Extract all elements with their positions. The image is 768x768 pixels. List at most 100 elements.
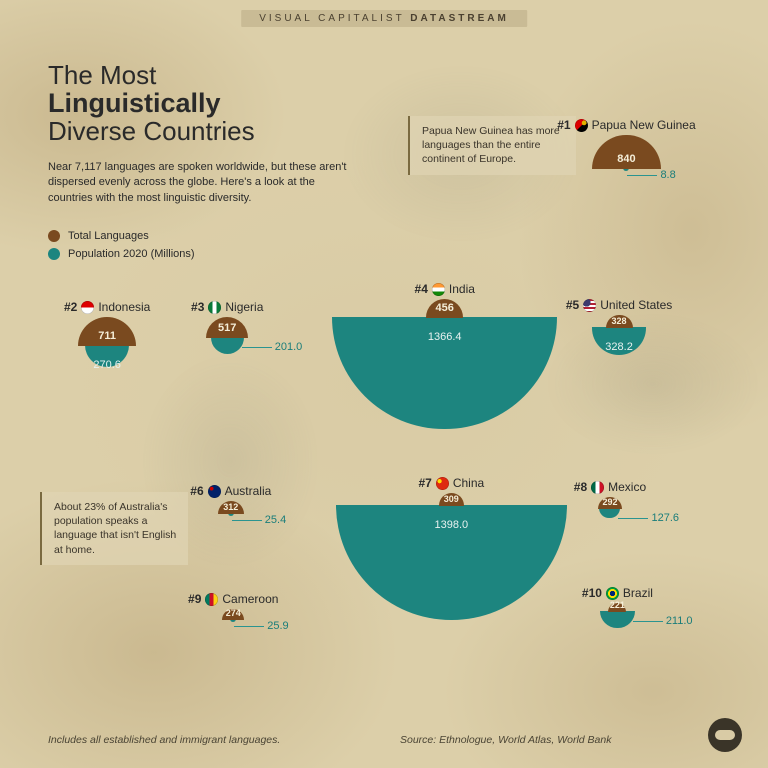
languages-semicircle: 840: [592, 135, 661, 169]
population-value: 270.6: [93, 359, 121, 371]
languages-semicircle: 328: [606, 315, 633, 328]
flag-icon: [436, 477, 449, 490]
population-semicircle: [599, 508, 620, 519]
country-rank: #9: [188, 592, 201, 606]
country-rank: #8: [574, 480, 587, 494]
country-name: Nigeria: [225, 300, 263, 314]
title-line3: Diverse Countries: [48, 118, 255, 145]
population-value: 25.4: [265, 514, 286, 526]
flag-icon: [208, 485, 221, 498]
country-rank: #1: [557, 118, 570, 132]
population-semicircle: 1398.0: [336, 505, 567, 620]
country-rank: #7: [418, 476, 431, 490]
country-name: Australia: [225, 484, 272, 498]
flag-icon: [81, 301, 94, 314]
flag-icon: [583, 299, 596, 312]
population-leader-line: [627, 175, 657, 176]
legend: Total Languages Population 2020 (Million…: [48, 230, 195, 266]
country-rank: #3: [191, 300, 204, 314]
population-value: 1398.0: [435, 519, 469, 531]
brand-logo-icon: [708, 718, 742, 752]
country-name: Indonesia: [98, 300, 150, 314]
country-india: #4India 456 1366.4: [332, 282, 557, 429]
population-semicircle: 1366.4: [332, 317, 557, 430]
languages-value: 292: [602, 497, 617, 507]
country-label: #3Nigeria: [206, 300, 248, 314]
languages-value: 221: [610, 600, 625, 610]
country-united-states: #5United States328328.2: [592, 298, 646, 355]
country-label: #1Papua New Guinea: [592, 118, 661, 132]
population-value: 1366.4: [428, 331, 462, 343]
population-semicircle: 328.2: [592, 327, 646, 354]
country-name: India: [449, 282, 475, 296]
languages-value: 840: [617, 153, 635, 165]
languages-semicircle: 274: [222, 609, 244, 620]
languages-value: 456: [436, 302, 454, 314]
population-value: 8.8: [660, 169, 675, 181]
languages-value: 274: [226, 608, 241, 618]
country-rank: #10: [582, 586, 602, 600]
callout: About 23% of Australia's population spea…: [40, 492, 188, 565]
flag-icon: [591, 481, 604, 494]
population-semicircle: [600, 611, 635, 628]
population-leader-line: [234, 626, 264, 627]
country-papua-new-guinea: #1Papua New Guinea8408.8: [592, 118, 661, 171]
population-semicircle: [211, 337, 244, 354]
flag-icon: [432, 283, 445, 296]
country-rank: #5: [566, 298, 579, 312]
country-mexico: #8Mexico292127.6: [598, 480, 622, 518]
languages-semicircle: 292: [598, 497, 622, 509]
flag-icon: [208, 301, 221, 314]
flag-icon: [205, 593, 218, 606]
country-name: Brazil: [623, 586, 653, 600]
country-label: #7 China: [336, 476, 567, 490]
country-indonesia: #2Indonesia 711270.6: [78, 300, 136, 367]
languages-value: 309: [444, 494, 459, 504]
country-rank: #6: [190, 484, 203, 498]
country-name: Mexico: [608, 480, 646, 494]
legend-languages: Total Languages: [48, 230, 195, 242]
population-value: 328.2: [605, 341, 633, 353]
title-line1: The Most: [48, 62, 255, 89]
country-name: Papua New Guinea: [592, 118, 696, 132]
population-semicircle: 270.6: [85, 345, 130, 367]
country-label: #9Cameroon: [222, 592, 244, 606]
legend-population-label: Population 2020 (Millions): [68, 248, 195, 260]
country-label: #4India: [332, 282, 557, 296]
country-cameroon: #9Cameroon27425.9: [222, 592, 244, 622]
country-label: #6Australia: [218, 484, 244, 498]
intro-text: Near 7,117 languages are spoken worldwid…: [48, 160, 348, 206]
flag-icon: [606, 587, 619, 600]
country-label: #8Mexico: [598, 480, 622, 494]
languages-semicircle: 517: [206, 317, 248, 338]
population-value: 201.0: [275, 341, 303, 353]
country-name: China: [453, 476, 484, 490]
population-leader-line: [618, 518, 648, 519]
country-name: Cameroon: [222, 592, 278, 606]
languages-semicircle: 456: [426, 299, 463, 318]
languages-semicircle: 221: [608, 603, 626, 612]
brand-bar: VISUAL CAPITALIST DATASTREAM: [241, 10, 527, 27]
languages-semicircle: 309: [439, 493, 464, 506]
footnote-source: Source: Ethnologue, World Atlas, World B…: [400, 734, 611, 746]
country-brazil: #10Brazil221211.0: [600, 586, 635, 628]
callout: Papua New Guinea has more languages than…: [408, 116, 576, 175]
legend-languages-swatch: [48, 230, 60, 242]
languages-semicircle: 711: [78, 317, 136, 346]
country-name: United States: [600, 298, 672, 312]
country-australia: #6Australia31225.4: [218, 484, 244, 516]
population-value: 25.9: [267, 620, 288, 632]
country-label: #2Indonesia: [78, 300, 136, 314]
country-nigeria: #3Nigeria517201.0: [206, 300, 248, 354]
legend-population: Population 2020 (Millions): [48, 248, 195, 260]
footnote-left: Includes all established and immigrant l…: [48, 734, 280, 746]
population-leader-line: [633, 621, 663, 622]
population-leader-line: [242, 347, 272, 348]
languages-value: 328: [612, 316, 627, 326]
country-label: #10Brazil: [600, 586, 635, 600]
country-rank: #2: [64, 300, 77, 314]
population-value: 211.0: [666, 615, 693, 627]
languages-value: 517: [218, 322, 236, 334]
brand-right: DATASTREAM: [410, 13, 509, 24]
title-line2: Linguistically: [48, 89, 255, 117]
